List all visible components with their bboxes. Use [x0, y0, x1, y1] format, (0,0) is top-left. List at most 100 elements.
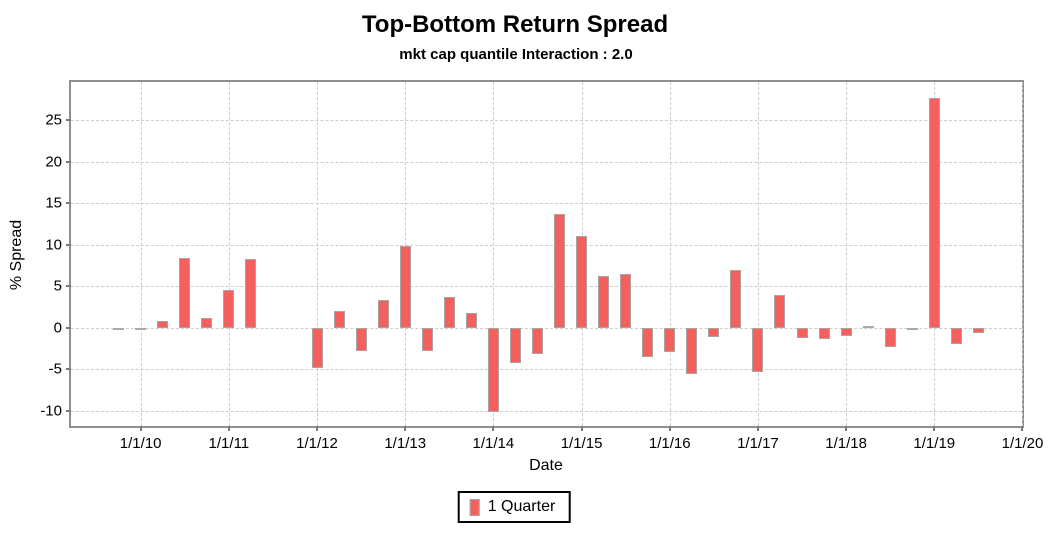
bar [576, 235, 588, 328]
bar [399, 245, 411, 328]
bar [972, 327, 984, 333]
legend-swatch [469, 498, 480, 516]
bar [884, 327, 896, 347]
x-tick-label: 1/1/10 [119, 435, 162, 452]
y-tick-mark [66, 119, 71, 122]
bar [135, 327, 147, 330]
y-tick-label: 25 [45, 111, 62, 129]
plot-area: 25 20 15 10 5 0 -5 -10 1/1/10 1/1/11 1/1/12 1/1/13 1… [40, 80, 1043, 452]
x-tick-mark [316, 426, 319, 431]
y-tick-label: -5 [48, 360, 62, 378]
y-gridline [71, 369, 1022, 371]
x-tick-mark [492, 426, 495, 431]
bar [664, 327, 676, 352]
y-gridline [71, 244, 1022, 246]
x-tick-label: 1/1/13 [384, 435, 427, 452]
bar [752, 327, 764, 372]
bar [333, 311, 345, 328]
y-tick-mark [66, 285, 71, 288]
x-tick-label: 1/1/17 [737, 435, 779, 452]
chart-title: Top-Bottom Return Spread [361, 11, 669, 38]
bar [686, 327, 698, 374]
x-gridline [846, 82, 848, 426]
x-tick-label: 1/1/19 [913, 435, 956, 452]
y-tick-label: 5 [53, 277, 62, 295]
x-axis-label: Date [529, 457, 563, 474]
y-tick-label: -10 [40, 402, 62, 420]
bar [774, 294, 786, 328]
y-tick-mark [66, 160, 71, 163]
y-gridline [71, 327, 1022, 329]
bar [223, 290, 235, 328]
x-gridline [669, 82, 671, 426]
bar [421, 327, 433, 352]
y-axis-label: % Spread [8, 219, 25, 291]
y-tick-mark [66, 243, 71, 246]
x-tick-label: 1/1/14 [472, 435, 515, 452]
bar [377, 300, 389, 328]
bar [355, 327, 367, 352]
x-tick-mark [845, 426, 848, 431]
y-gridline [71, 203, 1022, 205]
bar [708, 327, 720, 337]
x-tick-mark [404, 426, 407, 431]
x-tick-label: 1/1/11 [208, 435, 250, 452]
y-tick-label: 20 [45, 153, 62, 171]
bar [509, 327, 521, 363]
legend: 1 Quarter [457, 491, 571, 523]
y-tick-label: 10 [45, 236, 62, 254]
x-gridline [140, 82, 142, 426]
x-tick-label: 1/1/15 [560, 435, 603, 452]
y-tick-mark [66, 409, 71, 412]
y-tick-mark [66, 202, 71, 205]
bar [862, 325, 874, 328]
bar [598, 275, 610, 328]
bar [201, 317, 213, 328]
chart-subtitle: mkt cap quantile Interaction : 2.0 [399, 46, 633, 63]
bar [443, 297, 455, 328]
bar [465, 312, 477, 328]
bar [620, 273, 632, 328]
x-gridline [757, 82, 759, 426]
bar [928, 97, 940, 328]
x-gridline [1022, 82, 1024, 426]
y-gridline [71, 286, 1022, 288]
bar [311, 327, 323, 368]
y-tick-label: 15 [45, 194, 62, 212]
y-tick-mark [66, 326, 71, 329]
x-tick-mark [580, 426, 583, 431]
bar [818, 327, 830, 340]
y-tick-mark [66, 368, 71, 371]
bar [487, 327, 499, 412]
bar [730, 269, 742, 328]
x-gridline [493, 82, 495, 426]
bar [113, 327, 125, 330]
x-tick-mark [933, 426, 936, 431]
x-tick-label: 1/1/20 [1001, 435, 1044, 452]
bar [840, 327, 852, 337]
bar [950, 327, 962, 345]
x-tick-mark [756, 426, 759, 431]
y-gridline [71, 161, 1022, 163]
x-tick-mark [227, 426, 230, 431]
x-tick-label: 1/1/16 [648, 435, 691, 452]
bar [531, 327, 543, 354]
bar [796, 327, 808, 338]
bar [554, 214, 566, 328]
x-tick-mark [139, 426, 142, 431]
y-tick-label: 0 [53, 319, 62, 337]
x-gridline [228, 82, 230, 426]
legend-label: 1 Quarter [487, 498, 556, 515]
y-gridline [71, 120, 1022, 122]
x-tick-mark [668, 426, 671, 431]
bar [642, 327, 654, 357]
bar [157, 321, 169, 328]
bar [179, 258, 191, 328]
bar [245, 258, 257, 328]
x-tick-label: 1/1/12 [296, 435, 338, 452]
x-tick-label: 1/1/18 [825, 435, 867, 452]
x-tick-mark [1021, 426, 1024, 431]
x-gridline [317, 82, 319, 426]
bar [906, 327, 918, 330]
